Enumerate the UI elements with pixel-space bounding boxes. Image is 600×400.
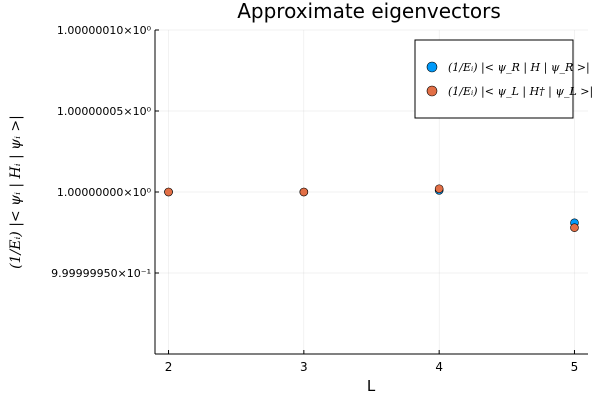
data-point <box>299 187 309 197</box>
y-tick-labels: 9.99999950×10⁻¹ 1.00000000×10⁰ 1.00000005×… <box>51 24 159 280</box>
y-tick-label: 1.00000010×10⁰ <box>57 24 152 37</box>
data-point <box>434 184 444 194</box>
x-tick-labels: 2 3 4 5 <box>165 350 579 374</box>
legend-label: (1/Eᵢ) |< ψ_R | H | ψ_R >| <box>448 61 590 75</box>
x-axis-label: L <box>367 377 376 395</box>
legend-marker <box>426 85 438 97</box>
data-point <box>570 223 579 232</box>
x-tick-label: 4 <box>435 360 443 374</box>
x-tick-label: 3 <box>300 360 308 374</box>
y-axis-label: (1/Eᵢ) |< ψᵢ | Hᵢ | ψᵢ >| <box>8 115 24 269</box>
legend-label: (1/Eᵢ) |< ψ_L | H† | ψ_L >| <box>448 85 593 99</box>
data-points <box>164 184 579 232</box>
chart-title: Approximate eigenvectors <box>237 0 501 23</box>
x-tick-label: 2 <box>165 360 173 374</box>
y-tick-label: 1.00000005×10⁰ <box>57 105 152 118</box>
legend-box <box>414 39 574 119</box>
y-tick-label: 1.00000000×10⁰ <box>57 186 152 199</box>
x-tick-label: 5 <box>571 360 579 374</box>
y-tick-label: 9.99999950×10⁻¹ <box>51 267 151 280</box>
data-point <box>164 187 173 197</box>
legend-marker <box>426 61 438 73</box>
legend: (1/Eᵢ) |< ψ_R | H | ψ_R >| (1/Eᵢ) |< ψ_L … <box>414 39 593 119</box>
